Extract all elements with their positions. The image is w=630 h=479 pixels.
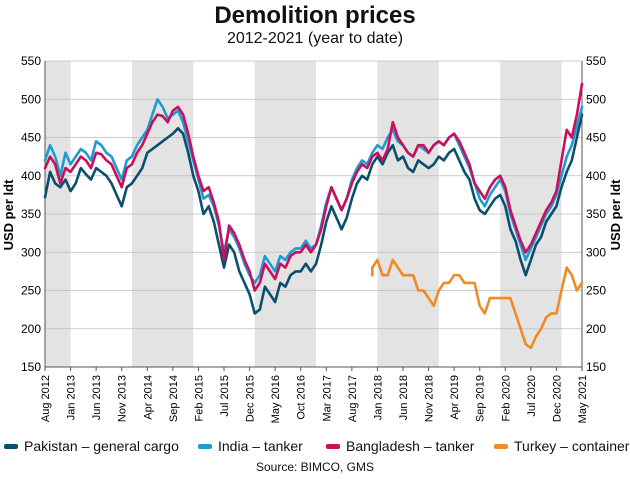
x-tick-label: Aug 2017 [347,375,359,422]
x-tick-label: Sep 2014 [168,375,180,422]
x-tick-label: May 2021 [577,375,589,423]
x-tick-label: Feb 2020 [500,375,512,421]
x-tick-label: Jan 2018 [372,375,384,420]
y-tick-label-right: 350 [586,207,606,221]
line-chart: 150 200 250 300 350 400 450 500 550 150 200 250 300… [1,54,623,423]
series-line [43,82,584,292]
x-tick-label: Sep 2019 [475,375,487,422]
x-tick-label: Dec 2020 [551,375,563,422]
x-tick-label: Jul 2020 [526,375,538,417]
chart-subtitle: 2012-2021 (year to date) [226,30,404,47]
y-axis-label-left: USD per ldt [1,179,16,250]
series-line [370,258,584,350]
y-tick-label-right: 150 [586,360,606,374]
y-tick-label-right: 300 [586,245,606,259]
y-tick-label-left: 300 [21,245,41,259]
y-tick-label-right: 250 [586,284,606,298]
y-tick-label-left: 500 [21,92,41,106]
legend-item: Pakistan – general cargo [4,438,179,454]
x-tick-label: May 2016 [270,375,282,423]
x-tick-label: Jun 2013 [91,375,103,420]
series-line [43,113,584,315]
x-tick-label: Apr 2019 [449,375,461,420]
y-tick-label-right: 500 [586,92,606,106]
legend-item: Turkey – container [494,438,629,454]
legend-label: Turkey – container [514,438,630,454]
y-tick-label-left: 200 [21,322,41,336]
x-tick-label: Nov 2013 [117,375,129,422]
legend-label: Pakistan – general cargo [24,438,179,454]
x-tick-label: Aug 2012 [40,375,52,422]
x-tick-label: Jan 2013 [66,375,78,420]
x-tick-label: Mar 2017 [321,375,333,421]
x-tick-label: Feb 2015 [193,375,205,421]
x-tick-label: Apr 2014 [142,375,154,420]
y-tick-label-right: 450 [586,131,606,145]
y-tick-label-left: 400 [21,169,41,183]
legend-swatch [494,443,508,449]
legend-item: Bangladesh – tanker [326,438,474,454]
chart-title: Demolition prices [214,2,416,29]
x-tick-label: Jun 2018 [398,375,410,420]
y-tick-label-right: 200 [586,322,606,336]
legend-swatch [4,443,18,449]
legend-item: India – tanker [198,438,303,454]
x-tick-label: Oct 2016 [296,375,308,420]
y-tick-label-right: 550 [586,54,606,68]
x-tick-label: Dec 2015 [245,375,257,422]
y-tick-label-left: 550 [21,54,41,68]
legend-label: Bangladesh – tanker [346,438,475,454]
y-tick-label-left: 150 [21,360,41,374]
x-tick-label: Jul 2015 [219,375,231,417]
source-note: Source: BIMCO, GMS [255,460,375,474]
y-tick-label-left: 250 [21,284,41,298]
y-axis-label-right: USD per ldt [608,179,623,250]
y-tick-label-left: 350 [21,207,41,221]
legend-label: India – tanker [218,438,303,454]
legend-swatch [326,443,340,449]
legend-swatch [198,443,212,449]
y-tick-label-right: 400 [586,169,606,183]
x-tick-label: Nov 2018 [424,375,436,422]
y-tick-label-left: 450 [21,131,41,145]
